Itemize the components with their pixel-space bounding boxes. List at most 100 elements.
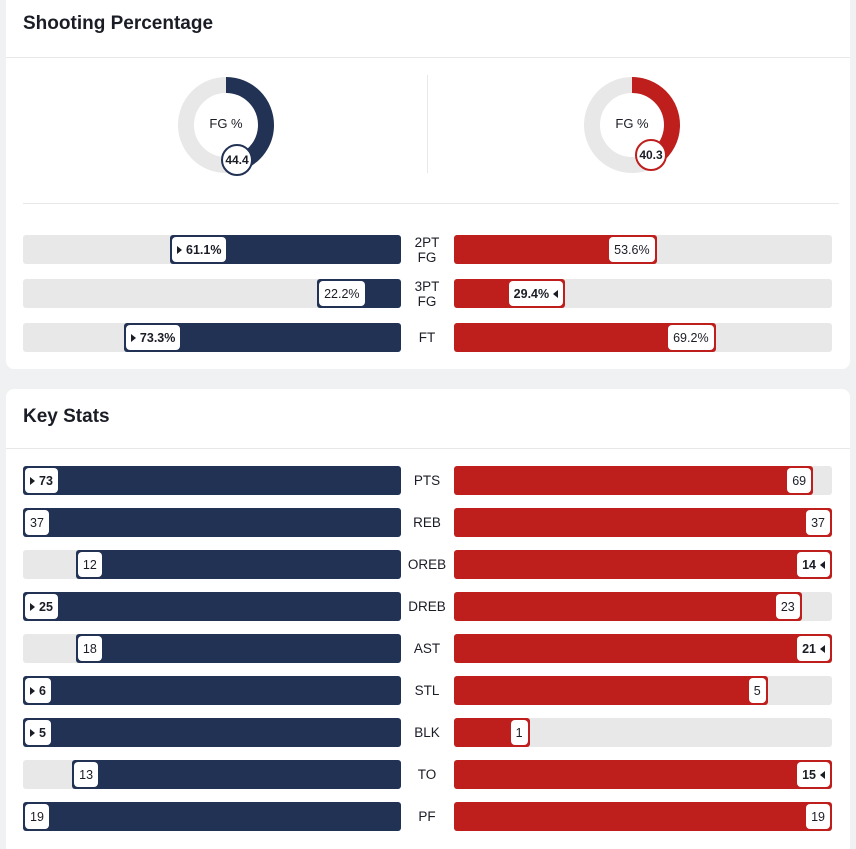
stat-label-text: 3PT <box>414 279 440 294</box>
home-value-badge: 21 <box>797 636 830 661</box>
stat-label-text: PF <box>418 809 436 824</box>
home-value-badge: 69.2% <box>668 325 714 350</box>
away-value-badge: 22.2% <box>319 281 365 306</box>
stat-label: OREB <box>397 557 457 572</box>
away-bar: 25 <box>23 592 401 621</box>
home-value: 15 <box>802 767 816 782</box>
home-value-badge: 69 <box>787 468 812 493</box>
home-value-badge: 29.4% <box>508 281 564 306</box>
away-bar: 5 <box>23 718 401 747</box>
triangle-left-icon <box>820 770 825 779</box>
triangle-right-icon <box>30 602 35 611</box>
stat-label-text: AST <box>413 641 441 656</box>
stat-label-text: FT <box>418 330 436 345</box>
stat-label: TO <box>397 767 457 782</box>
away-value: 13 <box>79 767 94 782</box>
home-value-badge: 14 <box>797 552 830 577</box>
home-value-badge: 19 <box>806 804 830 829</box>
home-value: 37 <box>811 515 825 530</box>
away-bar: 22.2% <box>317 279 401 308</box>
triangle-right-icon <box>177 245 183 254</box>
shooting-percentage-card: Shooting Percentage FG % 44.4 FG % 40.3 … <box>6 0 850 369</box>
home-bar: 23 <box>454 592 802 621</box>
stat-label-text: BLK <box>414 725 440 740</box>
home-value: 69.2% <box>673 330 709 345</box>
away-value: 73.3% <box>139 330 176 345</box>
home-bar: 69 <box>454 466 814 495</box>
away-value: 25 <box>39 599 53 614</box>
away-bar: 6 <box>23 676 401 705</box>
away-value: 37 <box>30 515 44 530</box>
home-value: 21 <box>802 641 816 656</box>
donut-divider <box>427 75 428 173</box>
stat-label: 2PT FG <box>397 235 457 265</box>
away-value-badge: 73 <box>25 468 58 493</box>
stat-label: FT <box>397 330 457 345</box>
home-value: 53.6% <box>614 242 650 257</box>
home-value: 1 <box>515 725 523 740</box>
home-bar: 1 <box>454 718 530 747</box>
triangle-left-icon <box>553 289 559 298</box>
away-value-badge: 25 <box>25 594 58 619</box>
away-value-badge: 12 <box>77 552 102 577</box>
home-fg-label: FG % <box>615 116 649 131</box>
triangle-right-icon <box>130 333 136 342</box>
section-divider <box>23 203 839 204</box>
stat-label: DREB <box>397 599 457 614</box>
stat-label-text: REB <box>413 515 441 530</box>
home-value-badge: 23 <box>775 594 800 619</box>
home-fg-value-badge: 40.3 <box>635 139 667 171</box>
stat-label-text: FG <box>417 250 437 265</box>
stat-label: AST <box>397 641 457 656</box>
home-bar: 37 <box>454 508 832 537</box>
home-value-badge: 53.6% <box>609 237 655 262</box>
away-value: 19 <box>30 809 44 824</box>
home-bar: 15 <box>454 760 832 789</box>
stat-label-text: DREB <box>408 599 446 614</box>
home-value-badge: 5 <box>748 678 766 703</box>
stat-label-text: FG <box>417 294 437 309</box>
stat-label: PF <box>397 809 457 824</box>
away-value-badge: 6 <box>25 678 51 703</box>
away-value: 5 <box>39 725 46 740</box>
key-stats-title: Key Stats <box>23 406 110 427</box>
away-value-badge: 19 <box>25 804 49 829</box>
home-value-badge: 15 <box>797 762 830 787</box>
home-fg-donut: FG % 40.3 <box>582 75 682 175</box>
stat-label: REB <box>397 515 457 530</box>
home-bar: 69.2% <box>454 323 716 352</box>
away-value-badge: 73.3% <box>125 325 181 350</box>
away-fg-arc <box>178 77 274 173</box>
home-bar: 53.6% <box>454 235 657 264</box>
away-bar: 37 <box>23 508 401 537</box>
section-divider <box>6 57 850 58</box>
away-value: 22.2% <box>324 286 360 301</box>
home-value: 69 <box>792 473 807 488</box>
section-divider <box>6 448 850 449</box>
away-value-badge: 61.1% <box>172 237 227 262</box>
home-value-badge: 37 <box>806 510 830 535</box>
triangle-right-icon <box>30 686 35 695</box>
away-fg-donut: FG % 44.4 <box>176 75 276 176</box>
home-bar: 21 <box>454 634 832 663</box>
stat-label-text: 2PT <box>414 235 440 250</box>
home-value: 14 <box>802 557 816 572</box>
stat-label-text: OREB <box>407 557 447 572</box>
stat-label-text: TO <box>417 767 437 782</box>
home-value: 19 <box>811 809 825 824</box>
away-value-badge: 37 <box>25 510 49 535</box>
key-stats-card: Key Stats 73 69 PTS 37 37 REB 12 14 OREB 25 23 DREB… <box>6 389 850 849</box>
triangle-right-icon <box>30 476 35 485</box>
away-value: 18 <box>82 641 97 656</box>
away-bar: 19 <box>23 802 401 831</box>
home-value: 5 <box>753 683 761 698</box>
stat-label: PTS <box>397 473 457 488</box>
stat-label-text: STL <box>414 683 440 698</box>
stat-label: BLK <box>397 725 457 740</box>
stat-label: 3PT FG <box>397 279 457 309</box>
shooting-percentage-title: Shooting Percentage <box>23 13 214 34</box>
home-fg-arc <box>584 77 680 173</box>
away-fg-label: FG % <box>209 116 243 131</box>
triangle-left-icon <box>820 644 825 653</box>
away-bar: 12 <box>75 550 401 579</box>
